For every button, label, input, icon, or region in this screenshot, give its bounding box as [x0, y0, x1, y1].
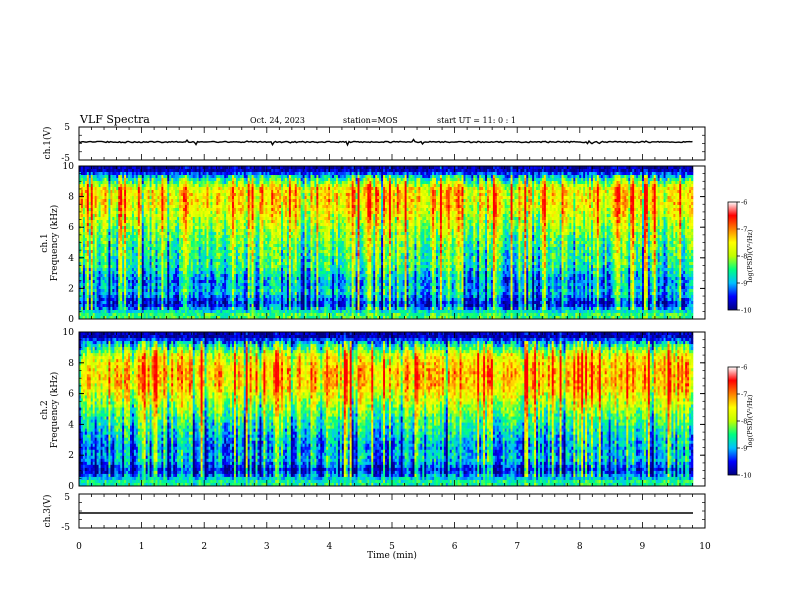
colorbar-tick-label: -10 — [741, 472, 751, 480]
ytick-label: 6 — [68, 223, 74, 233]
ch1-ylabel: ch.1(V) — [42, 127, 53, 160]
ytick-label: 10 — [63, 328, 75, 338]
ch2-spec-ylabel-bottom: Frequency (kHz) — [49, 372, 60, 449]
ch1-colorbar-gradient — [728, 202, 737, 310]
ytick-label: 2 — [68, 284, 74, 294]
ytick-label: 6 — [68, 390, 74, 400]
ch1-spectrogram-cells — [79, 166, 693, 319]
ytick-label: 8 — [68, 193, 74, 203]
xtick-label: 6 — [452, 542, 458, 552]
ch1-colorbar: -6-7-8-9-10 log(PSD)(V²/Hz) — [728, 199, 754, 315]
ytick-label: 2 — [68, 451, 74, 461]
ch1-colorbar-label: log(PSD)(V²/Hz) — [746, 229, 754, 282]
time-axis-label: Time (min) — [367, 550, 417, 561]
ch1-ytick-top: 5 — [64, 123, 70, 133]
ch2-spectrogram-cells — [79, 332, 693, 486]
ch2-spectrogram-panel: 0 2 4 6 8 10 ch.2 Frequency (kHz) — [40, 328, 705, 492]
xtick-label: 4 — [327, 542, 333, 552]
ch2-colorbar-label: log(PSD)(V²/Hz) — [746, 394, 754, 447]
figure-title: VLF Spectra — [79, 113, 150, 126]
xtick-label: 1 — [139, 542, 145, 552]
xtick-label: 9 — [640, 542, 646, 552]
ytick-label: 0 — [68, 482, 74, 492]
ch1-spectrogram-panel: 0 2 4 6 8 10 ch.1 Frequency (kHz) — [40, 162, 705, 325]
ch3-ylabel: ch.3(V) — [42, 495, 53, 528]
ch1-waveform-line — [79, 140, 693, 145]
date-label: Oct. 24, 2023 — [250, 116, 305, 125]
ytick-label: 0 — [68, 315, 74, 325]
ytick-label: 10 — [63, 162, 75, 172]
ytick-label: 4 — [68, 254, 74, 264]
xtick-label: 8 — [577, 542, 583, 552]
xtick-label: 3 — [264, 542, 270, 552]
station-label: station=MOS — [343, 116, 398, 125]
ch3-ytick-top: 5 — [64, 493, 70, 503]
xtick-label: 7 — [514, 542, 520, 552]
ytick-label: 4 — [68, 420, 74, 430]
ytick-label: 8 — [68, 359, 74, 369]
ch2-spec-ylabel-top: ch.2 — [40, 400, 50, 419]
colorbar-tick-label: -10 — [741, 307, 751, 315]
colorbar-tick-label: -6 — [741, 199, 747, 207]
ch1-spec-ylabel-bottom: Frequency (kHz) — [49, 205, 60, 282]
start-ut-label: start UT = 11: 0 : 1 — [437, 116, 516, 125]
ch1-spec-ylabel-top: ch.1 — [40, 233, 50, 252]
colorbar-tick-label: -6 — [741, 364, 747, 372]
xtick-label: 0 — [76, 542, 82, 552]
vlf-figure: VLF Spectra Oct. 24, 2023 station=MOS st… — [0, 0, 792, 612]
ch3-ytick-bottom: -5 — [61, 523, 70, 533]
ch2-colorbar: -6-7-8-9-10 log(PSD)(V²/Hz) — [728, 364, 754, 480]
ch2-colorbar-gradient — [728, 367, 737, 475]
xtick-label: 2 — [201, 542, 207, 552]
xtick-label: 10 — [699, 542, 711, 552]
